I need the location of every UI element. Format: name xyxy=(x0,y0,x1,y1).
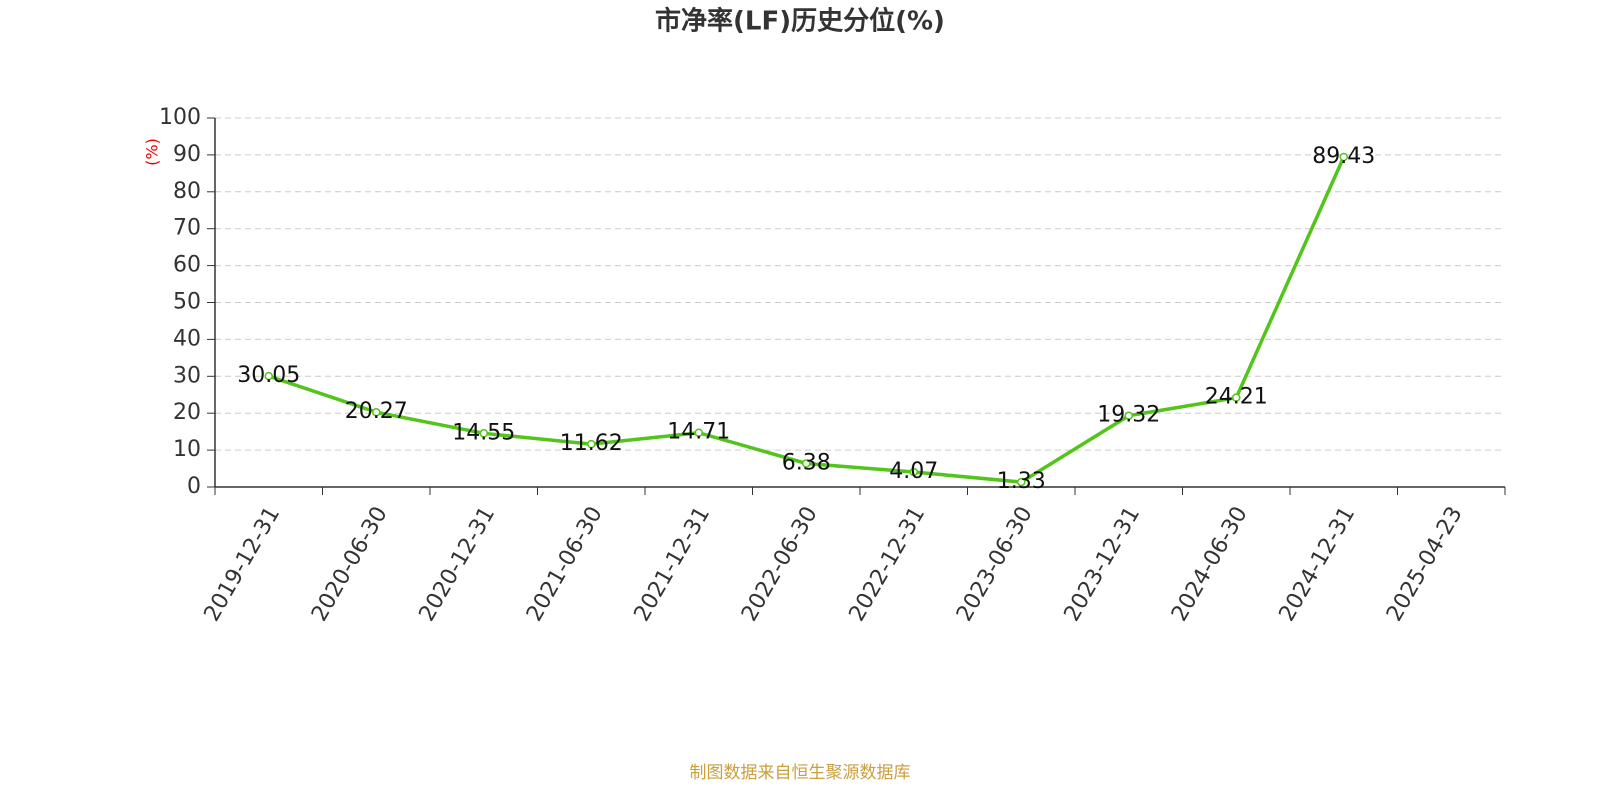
y-tick-label: 10 xyxy=(173,437,201,462)
data-point xyxy=(1339,152,1348,162)
y-tick-label: 0 xyxy=(187,474,201,499)
y-tick-label: 50 xyxy=(173,290,201,315)
y-tick-label: 20 xyxy=(173,400,201,425)
data-point xyxy=(372,407,381,417)
data-label: 14.71 xyxy=(667,420,730,445)
data-point xyxy=(694,428,703,437)
x-tick-label: 2022-06-30 xyxy=(737,503,823,626)
y-tick-label: 90 xyxy=(173,142,201,167)
data-point xyxy=(479,429,488,438)
data-label: 11.62 xyxy=(560,431,623,456)
x-tick-label: 2023-12-31 xyxy=(1060,503,1146,626)
y-tick-label: 30 xyxy=(173,363,201,388)
data-point xyxy=(587,439,596,449)
x-tick-label: 2024-12-31 xyxy=(1275,503,1361,626)
chart-title: 市净率(LF)历史分位(%) xyxy=(655,6,945,37)
y-tick-label: 80 xyxy=(173,179,201,204)
data-point xyxy=(909,467,918,477)
y-tick-label: 40 xyxy=(173,326,201,351)
data-label: 20.27 xyxy=(345,399,408,424)
data-point xyxy=(264,371,273,381)
y-axis-label: (%) xyxy=(143,138,162,166)
data-point xyxy=(1124,411,1133,420)
data-label: 1.33 xyxy=(997,469,1046,494)
x-tick-label: 2022-12-31 xyxy=(845,503,931,626)
y-tick-label: 70 xyxy=(173,216,201,241)
data-label: 6.38 xyxy=(782,450,831,475)
y-tick-label: 60 xyxy=(173,253,201,278)
x-tick-label: 2023-06-30 xyxy=(952,503,1038,626)
data-label: 89.43 xyxy=(1312,144,1375,169)
data-point xyxy=(1017,477,1026,487)
x-tick-label: 2020-12-31 xyxy=(415,503,501,626)
x-tick-label: 2020-06-30 xyxy=(307,503,393,626)
source-note: 制图数据来自恒生聚源数据库 xyxy=(690,763,911,783)
data-label: 4.07 xyxy=(889,459,938,484)
y-tick-label: 100 xyxy=(159,105,201,130)
data-point xyxy=(1232,393,1241,402)
data-point xyxy=(802,459,811,468)
series-line xyxy=(268,156,1346,484)
x-tick-label: 2021-12-31 xyxy=(630,503,716,626)
x-tick-label: 2019-12-31 xyxy=(200,503,286,626)
data-label: 30.05 xyxy=(237,363,300,388)
x-tick-label: 2025-04-23 xyxy=(1382,503,1468,626)
x-tick-label: 2024-06-30 xyxy=(1167,503,1253,626)
data-label: 19.32 xyxy=(1097,403,1160,428)
data-label: 24.21 xyxy=(1205,385,1268,410)
x-tick-label: 2021-06-30 xyxy=(522,503,608,626)
data-label: 14.55 xyxy=(452,420,515,445)
